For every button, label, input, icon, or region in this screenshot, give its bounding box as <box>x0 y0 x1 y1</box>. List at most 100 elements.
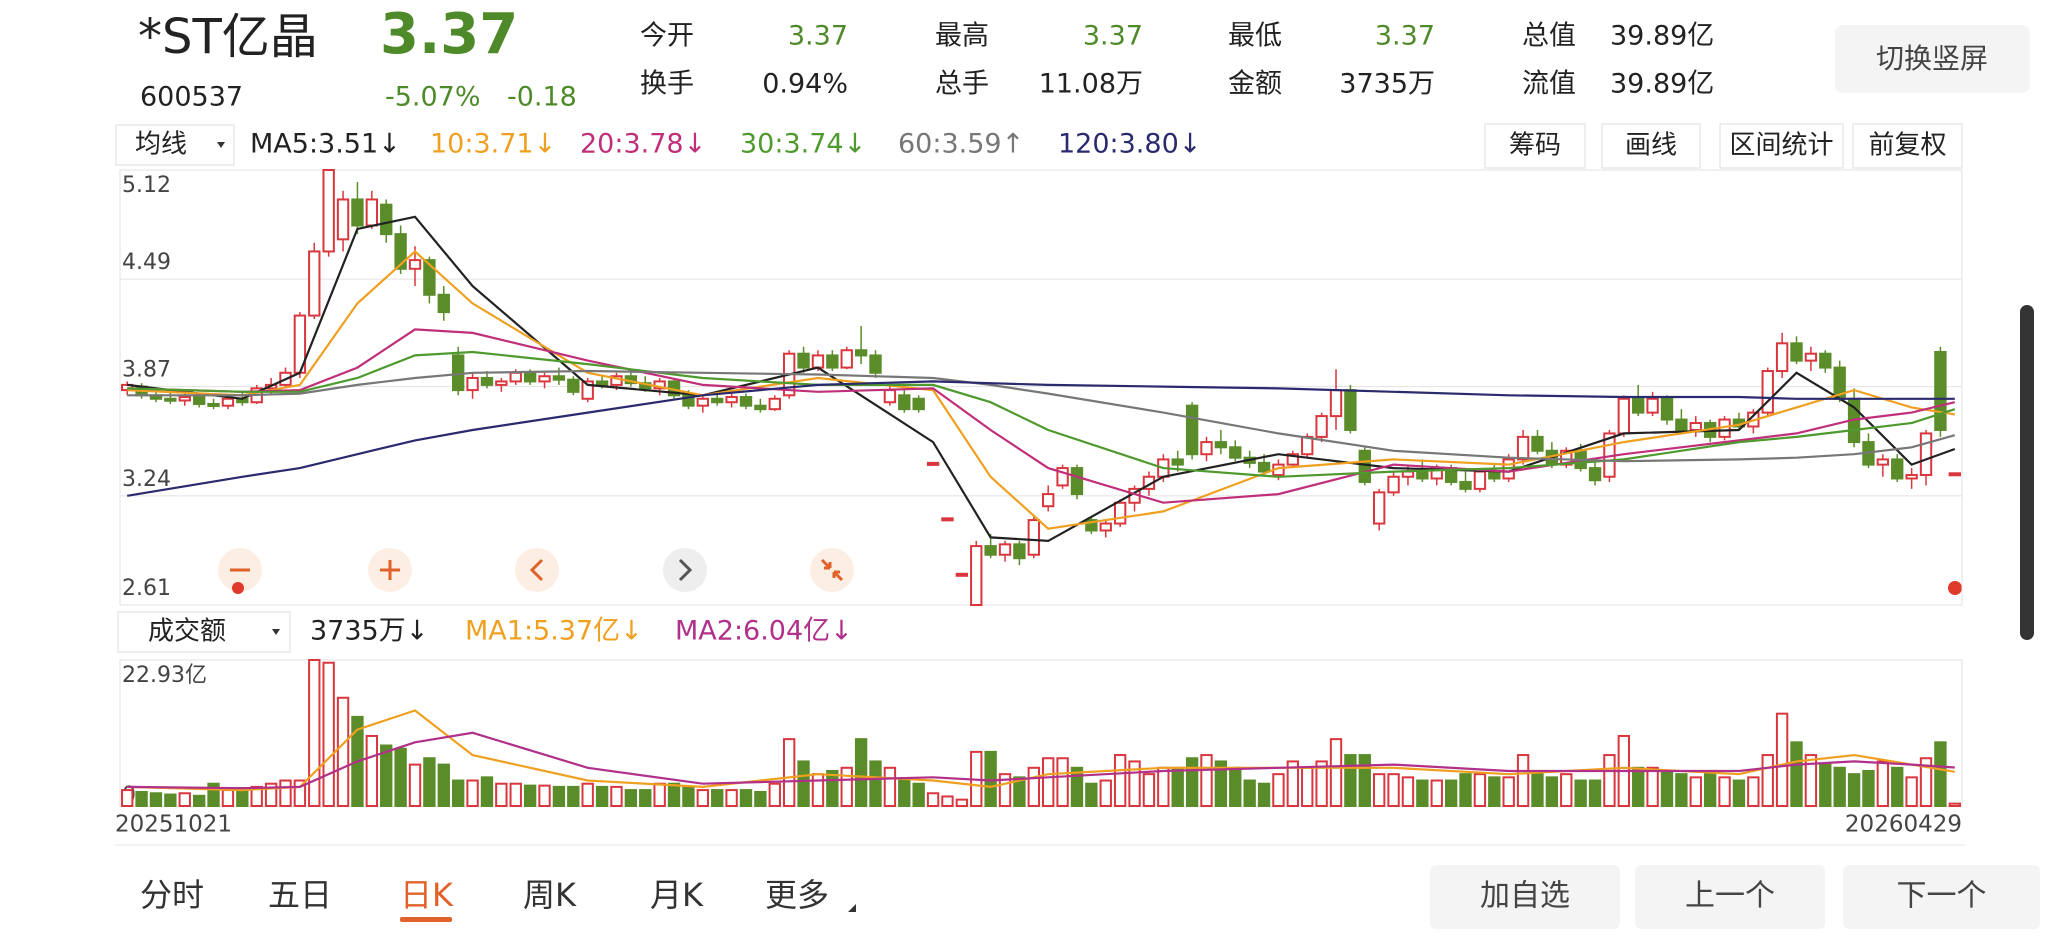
ma-line <box>127 369 1956 463</box>
volume-bar <box>1301 766 1314 807</box>
candle-body <box>1804 352 1818 362</box>
stat-value: 39.89亿 <box>1610 21 1714 52</box>
volume-bar <box>192 794 206 808</box>
volume-bar <box>797 760 810 807</box>
stat-label: 今开 <box>640 21 694 52</box>
candle-body <box>1200 441 1213 456</box>
tab[interactable]: 五日 <box>268 876 332 914</box>
candle-body <box>509 371 522 383</box>
volume-bar <box>1876 760 1890 807</box>
action-label[interactable]: 下一个 <box>1897 879 1987 914</box>
volume-bar <box>1416 779 1429 808</box>
volume-bar <box>1387 773 1400 808</box>
toolbar-button-label[interactable]: 前复权 <box>1868 131 1946 161</box>
toolbar-button[interactable] <box>1484 123 1586 169</box>
volume-bar <box>423 757 436 808</box>
stat-value: 0.94% <box>762 69 848 100</box>
action-button[interactable] <box>1843 865 2040 929</box>
tab[interactable]: 日K <box>400 876 454 914</box>
toolbar-button[interactable] <box>1719 123 1844 169</box>
volume-bar <box>308 659 321 807</box>
candle-body <box>523 371 537 383</box>
toolbar-button-label[interactable]: 区间统计 <box>1729 131 1833 161</box>
volume-bar <box>1891 766 1904 807</box>
volume-bar <box>1574 779 1587 808</box>
volume-bar <box>1430 779 1443 808</box>
volume-current: 3735万↓ <box>310 616 428 647</box>
volume-selector[interactable] <box>117 611 291 653</box>
candle-body <box>336 198 350 241</box>
candle-body <box>1819 352 1832 369</box>
candle-body <box>1344 389 1357 431</box>
ma-selector[interactable] <box>115 124 235 166</box>
switch-button[interactable] <box>1835 25 2030 93</box>
volume-bar <box>207 782 220 807</box>
candle-body <box>1113 501 1127 525</box>
action-label[interactable]: 上一个 <box>1685 879 1775 914</box>
volume-bar <box>1085 782 1098 807</box>
candle-body <box>797 352 810 369</box>
switch-label[interactable]: 切换竖屏 <box>1876 42 1988 75</box>
candle-body <box>207 402 220 407</box>
volume-bar <box>509 782 522 807</box>
action-label[interactable]: 加自选 <box>1480 879 1570 914</box>
candle-body <box>1775 342 1789 373</box>
candle-body <box>826 354 839 369</box>
scroll-left[interactable] <box>515 548 559 592</box>
toolbar-button[interactable] <box>1601 123 1701 169</box>
tab[interactable]: 分时 <box>140 876 204 914</box>
action-button[interactable] <box>1430 865 1620 929</box>
toolbar-button[interactable] <box>1852 123 1963 169</box>
action-button[interactable] <box>1635 865 1825 929</box>
ma-line <box>127 350 1956 478</box>
candle-body <box>1459 480 1472 490</box>
candle-body <box>1531 435 1544 452</box>
candle-body <box>1358 449 1371 483</box>
icon <box>678 558 693 582</box>
volume-bar <box>1819 763 1832 807</box>
volume-bar <box>466 779 479 808</box>
tab[interactable]: 周K <box>523 876 577 914</box>
candle-body <box>1516 435 1530 461</box>
candle-body <box>1013 543 1026 560</box>
volume-bar <box>682 785 695 807</box>
volume-bar <box>1660 769 1674 807</box>
volume-bar <box>998 773 1012 808</box>
candle-body <box>1790 342 1803 362</box>
ma-line <box>127 380 1955 497</box>
legend-entry: MA1:5.37亿↓ <box>465 616 643 647</box>
volume-bar <box>1128 760 1141 807</box>
candle-body <box>1229 446 1242 459</box>
candle-body <box>811 354 825 369</box>
change-percent: -5.07% <box>385 82 481 113</box>
volume-bar <box>711 789 724 807</box>
shrink[interactable] <box>810 548 854 592</box>
candle-body <box>1042 493 1055 508</box>
tab[interactable]: 更多 <box>765 876 829 914</box>
volume-selector-label[interactable]: 成交额 <box>148 617 226 647</box>
candle-body <box>1675 418 1688 431</box>
stat-value: 3.37 <box>788 21 848 52</box>
dropdown-arrow <box>272 629 280 635</box>
candle-body <box>221 397 235 407</box>
stat-value: 11.08万 <box>1039 69 1143 100</box>
candle-body <box>711 397 724 404</box>
candle-body <box>423 259 436 296</box>
ma-selector-label[interactable]: 均线 <box>135 130 187 160</box>
volume-bar <box>1488 776 1501 808</box>
tab[interactable]: 月K <box>650 876 704 914</box>
toolbar-button-label[interactable]: 画线 <box>1625 131 1677 161</box>
volume-bar <box>1344 754 1357 808</box>
stat-label: 总值 <box>1522 21 1576 52</box>
volume-bar <box>1588 779 1602 808</box>
volume-bar <box>1113 754 1127 808</box>
y-tick-label: 4.49 <box>122 250 171 275</box>
toolbar-button-label[interactable]: 筹码 <box>1509 131 1561 161</box>
candle-body <box>682 394 695 407</box>
volume-bar <box>754 790 767 807</box>
volume-bar <box>1545 776 1559 808</box>
icon <box>820 558 844 582</box>
scroll-right[interactable] <box>663 548 707 592</box>
candle-body <box>754 404 767 411</box>
